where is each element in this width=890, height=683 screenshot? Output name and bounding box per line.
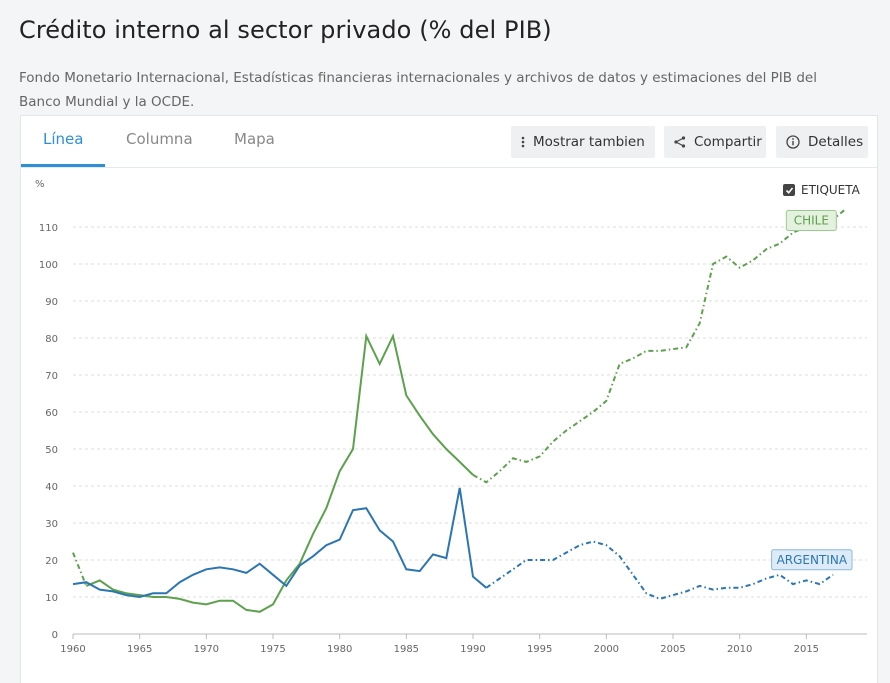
y-tick-label: 60 bbox=[45, 408, 58, 419]
chart-card: Línea Columna Mapa Mostrar tambien Compa… bbox=[20, 115, 878, 683]
active-tab-indicator bbox=[21, 164, 105, 167]
y-tick-label: 40 bbox=[45, 482, 58, 493]
label-toggle[interactable]: ETIQUETA bbox=[783, 183, 860, 197]
y-tick-label: 100 bbox=[39, 260, 58, 271]
line-chart: 0 10 20 30 40 50 60 70 80 90 100 110 1960 1965 1970 197… bbox=[39, 207, 867, 655]
y-tick-label: 30 bbox=[45, 519, 58, 530]
series-line-dotted-chile bbox=[72, 207, 847, 587]
show-also-label: Mostrar tambien bbox=[533, 134, 645, 150]
x-tick-label: 2000 bbox=[594, 644, 619, 655]
x-tick-label: 1970 bbox=[194, 644, 219, 655]
x-tick-label: 2010 bbox=[727, 644, 752, 655]
y-tick-label: 0 bbox=[52, 630, 58, 641]
share-label: Compartir bbox=[694, 134, 762, 150]
series-label-box bbox=[771, 549, 853, 571]
series-line-dotted-argentina bbox=[485, 540, 834, 600]
y-tick-label: 90 bbox=[45, 297, 58, 308]
x-tick-label: 1990 bbox=[460, 644, 485, 655]
share-icon bbox=[674, 136, 686, 148]
x-tick-label: 1965 bbox=[127, 644, 152, 655]
x-tick-label: 2015 bbox=[794, 644, 819, 655]
y-tick-label: 70 bbox=[45, 371, 58, 382]
vertical-dots-icon bbox=[521, 136, 525, 148]
series-label-box bbox=[785, 210, 837, 231]
series-end-label: CHILE bbox=[794, 214, 829, 228]
details-button[interactable]: Detalles bbox=[776, 126, 868, 158]
y-tick-label: 50 bbox=[45, 445, 58, 456]
series-line-solid-chile bbox=[85, 332, 474, 613]
series-end-label: ARGENTINA bbox=[777, 553, 848, 567]
x-tick-label: 1980 bbox=[327, 644, 352, 655]
x-tick-label: 1975 bbox=[260, 644, 285, 655]
y-tick-label: 110 bbox=[39, 223, 58, 234]
page-title: Crédito interno al sector privado (% del… bbox=[19, 16, 552, 44]
x-tick-label: 2005 bbox=[660, 644, 685, 655]
page-subtitle: Fondo Monetario Internacional, Estadísti… bbox=[19, 70, 817, 110]
tab-linea[interactable]: Línea bbox=[43, 130, 84, 148]
tab-mapa[interactable]: Mapa bbox=[234, 130, 275, 148]
tab-columna[interactable]: Columna bbox=[126, 130, 193, 148]
show-also-button[interactable]: Mostrar tambien bbox=[511, 126, 655, 158]
info-icon bbox=[786, 135, 800, 149]
share-button[interactable]: Compartir bbox=[664, 126, 766, 158]
label-toggle-text: ETIQUETA bbox=[801, 183, 860, 197]
y-tick-label: 20 bbox=[45, 556, 58, 567]
series-line-solid-argentina bbox=[72, 487, 487, 599]
x-tick-label: 1960 bbox=[60, 644, 85, 655]
x-tick-label: 1995 bbox=[527, 644, 552, 655]
y-tick-label: 10 bbox=[45, 593, 58, 604]
y-axis-unit-label: % bbox=[35, 179, 45, 190]
x-tick-label: 1985 bbox=[394, 644, 419, 655]
checkbox-checked-icon bbox=[783, 184, 795, 196]
y-tick-label: 80 bbox=[45, 334, 58, 345]
tabs-divider bbox=[21, 167, 877, 168]
details-label: Detalles bbox=[808, 134, 864, 150]
